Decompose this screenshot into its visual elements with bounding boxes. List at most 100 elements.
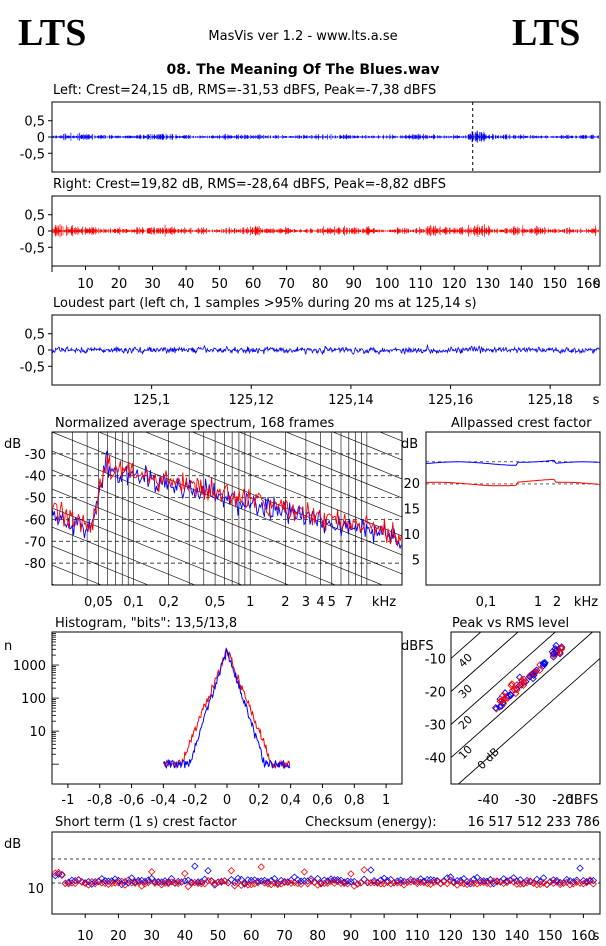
scatter-point <box>430 878 438 887</box>
x-tick-label: 90 <box>343 929 360 944</box>
scatter-point <box>174 879 182 888</box>
scatter-point <box>144 876 152 884</box>
checksum-label: Checksum (energy): <box>305 815 437 830</box>
scatter-point <box>141 880 149 888</box>
scatter-point <box>480 878 488 887</box>
y-tick-label: -70 <box>25 535 46 550</box>
scatter-point <box>137 882 146 890</box>
y-tick-label: -30 <box>25 448 46 463</box>
scatter-point <box>453 881 461 889</box>
x-unit-label: s <box>593 929 600 944</box>
scatter-point <box>397 879 405 887</box>
scatter-point <box>557 643 566 651</box>
loudest-trace <box>51 343 600 356</box>
scatter-point <box>347 870 355 878</box>
scatter-point <box>227 875 236 884</box>
x-tick-label: 140 <box>505 929 530 944</box>
scatter-point <box>237 875 245 884</box>
x-unit-label: s <box>594 277 601 292</box>
x-tick-label: 130 <box>471 929 496 944</box>
y-tick-label: -0,5 <box>20 360 45 375</box>
scatter-point <box>234 874 242 883</box>
scatter-point <box>440 878 448 886</box>
scatter-point <box>108 877 116 885</box>
scatter-point <box>526 877 534 885</box>
x-tick-label: -20 <box>552 793 573 808</box>
x-tick-label: 80 <box>309 929 326 944</box>
x-tick-label: 0,5 <box>205 595 226 610</box>
scatter-point <box>217 878 226 886</box>
spectrum-chart: Normalized average spectrum, 168 frames d… <box>4 242 403 610</box>
scatter-point <box>507 681 516 690</box>
scatter-point <box>573 878 581 886</box>
x-tick-label: 130 <box>475 277 500 292</box>
scatter-point <box>508 680 516 688</box>
x-tick-label: 80 <box>312 277 329 292</box>
x-unit-label: kHz <box>574 595 598 610</box>
scatter-point <box>137 876 146 885</box>
x-tick-label: 0,4 <box>280 793 301 808</box>
scatter-point <box>181 869 189 878</box>
x-unit-label: kHz <box>372 595 396 610</box>
scatter-point <box>523 879 531 887</box>
scatter-point <box>147 868 156 876</box>
waveform-trace <box>52 130 599 143</box>
scatter-point <box>270 875 279 883</box>
x-tick-label: -0,4 <box>151 793 176 808</box>
y-tick-label: 10 <box>403 528 420 543</box>
allpassed-crest-chart: Allpassed crest factor dB 20 15 10 5 0,1 1 2 kHz <box>401 416 601 610</box>
scatter-point <box>367 866 375 874</box>
scatter-point <box>340 878 348 886</box>
scatter-point <box>211 879 219 888</box>
file-name: 08. The Meaning Of The Blues.wav <box>167 62 440 78</box>
x-tick-label: 150 <box>538 929 563 944</box>
scatter-point <box>257 863 265 871</box>
x-tick-label: 125,18 <box>527 393 573 408</box>
x-tick-label: -0,6 <box>119 793 144 808</box>
x-tick-label: 0,2 <box>248 793 269 808</box>
y-tick-label: 0 <box>37 225 45 240</box>
y-tick-label: 100 <box>21 692 46 707</box>
scatter-point <box>456 879 465 887</box>
crest-frame <box>425 431 601 586</box>
scatter-point <box>121 881 129 889</box>
x-unit-label: s <box>593 393 600 408</box>
x-tick-label: 110 <box>408 277 433 292</box>
scatter-point <box>323 879 332 887</box>
scatter-point <box>529 879 538 887</box>
x-tick-label: 125,1 <box>133 393 170 408</box>
scatter-point <box>128 874 136 882</box>
diagonal-label: 40 <box>456 651 475 670</box>
scatter-point <box>387 875 395 884</box>
scatter-point <box>486 875 495 884</box>
x-tick-label: 0,2 <box>158 595 179 610</box>
y-tick-label: 10 <box>29 725 46 740</box>
x-tick-label: 30 <box>144 277 161 292</box>
scatter-point <box>552 641 560 650</box>
slope-line <box>52 242 402 384</box>
y-tick-label: 15 <box>403 503 420 518</box>
scatter-point <box>407 875 415 884</box>
slope-line <box>144 432 402 537</box>
scatter-point <box>111 875 119 883</box>
scatter-point <box>207 877 216 885</box>
logo-right: LTS <box>512 12 580 54</box>
scatter-point <box>204 867 212 875</box>
scatter-point <box>513 681 521 689</box>
scatter-point <box>267 880 275 889</box>
scatter-point <box>144 878 152 887</box>
histogram-title: Histogram, "bits": 13,5/13,8 <box>55 616 237 631</box>
histogram-trace <box>163 647 291 770</box>
x-tick-label: 70 <box>276 929 293 944</box>
waveform-title: Loudest part (left ch, 1 samples >95% du… <box>53 296 477 311</box>
histogram-frame <box>51 631 403 785</box>
spectrum-frame <box>51 431 403 586</box>
x-tick-label: 7 <box>345 595 353 610</box>
spectrum-trace <box>52 454 402 547</box>
scatter-point <box>539 879 548 887</box>
scatter-point <box>579 880 588 888</box>
y-axis-label: dB <box>401 437 418 452</box>
x-tick-label: 10 <box>77 277 94 292</box>
